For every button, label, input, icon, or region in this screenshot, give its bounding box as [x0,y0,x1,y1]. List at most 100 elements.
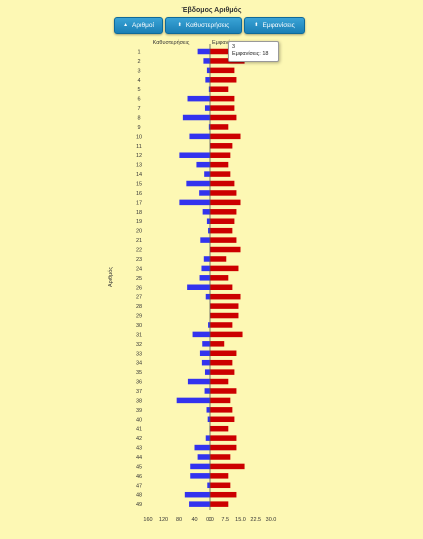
category-label: 10 [136,134,142,140]
appearance-bar [210,256,227,262]
delay-bar [179,152,210,158]
category-label: 16 [136,191,142,197]
category-label: 30 [136,323,142,329]
appearance-bar [210,77,237,83]
sort-by-delays-button[interactable]: ⬍ Καθυστερήσεις [165,17,242,34]
delay-bar [182,114,210,121]
delay-bar [190,463,210,470]
category-label: 26 [136,285,142,291]
category-label: 37 [136,389,142,395]
appearance-bar [210,341,225,347]
delay-bar [187,284,210,290]
category-label: 14 [136,172,142,178]
appearance-bar [210,48,245,55]
left-series-header: Καθυστερήσεις [153,39,190,46]
delay-bar [203,58,210,64]
appearance-bar [210,152,231,158]
sort-icon: ⬍ [254,22,259,28]
appearance-bar [210,425,229,432]
category-label: 36 [136,380,142,386]
delay-bar [187,378,210,385]
appearance-bar [210,501,229,507]
category-label: 33 [136,351,142,357]
appearance-bar [210,463,245,470]
category-label: 12 [136,153,142,159]
category-label: 15 [136,182,142,188]
tooltip-value: Εμφανίσεις: 18 [232,51,269,57]
delay-bar [207,482,210,489]
appearance-bar [210,237,237,243]
delay-bar [197,454,210,460]
delay-bar [207,416,210,423]
delay-bar [206,218,210,224]
delay-bar [204,171,210,177]
sort-by-appearances-label: Εμφανίσεις [262,22,295,30]
appearance-bar [210,491,237,498]
category-label: 42 [136,436,142,442]
category-label: 40 [136,417,142,423]
appearance-bar [210,209,237,215]
left-tick-label: 80 [176,517,182,523]
category-label: 31 [136,332,142,338]
delay-bar [206,407,210,413]
category-label: 35 [136,370,142,376]
category-label: 3 [137,68,140,74]
category-label: 32 [136,342,142,348]
delay-bar [199,275,210,281]
sort-by-delays-label: Καθυστερήσεις [185,22,230,30]
appearance-bar [210,265,239,272]
sort-by-number-button[interactable]: ▲ Αριθμοί [114,17,163,34]
appearance-bar [210,199,241,206]
appearance-bar [210,359,233,366]
appearance-bar [210,180,235,187]
appearance-bar [210,58,245,64]
appearance-bar [210,388,237,394]
category-label: 17 [136,200,142,206]
appearance-bar [210,444,237,451]
delay-bar [186,180,210,187]
appearance-bar [210,161,229,168]
category-label: 18 [136,210,142,216]
appearance-bar [210,86,229,92]
delay-bar [202,341,210,347]
left-tick-label: 0 [208,517,211,523]
category-label: 20 [136,229,142,235]
right-tick-label: 30.0 [266,517,277,523]
category-label: 43 [136,446,142,452]
sort-by-number-label: Αριθμοί [132,22,154,30]
delay-bar [205,435,210,441]
appearance-bar [210,114,237,121]
left-tick-label: 160 [143,517,152,523]
category-label: 29 [136,314,142,320]
tooltip-number: 3 [232,44,236,50]
appearance-bar [210,133,241,140]
appearance-bar [210,124,229,130]
category-label: 25 [136,276,142,282]
delay-bar [189,133,210,140]
delay-bar [204,369,210,375]
sort-icon: ⬍ [177,22,182,28]
delay-bar [184,491,210,498]
delay-bar [176,397,210,404]
right-series-header: Εμφανίσεις [212,40,240,46]
appearance-bar [210,312,239,319]
delay-bar [204,105,210,111]
appearance-bar [210,95,235,102]
appearance-bar [210,218,235,224]
y-axis-label: Αριθμός [107,267,114,287]
appearance-bar [210,293,241,300]
chart-title: Έβδομος Αριθμός [181,7,242,14]
sort-by-appearances-button[interactable]: ⬍ Εμφανίσεις [244,17,305,34]
appearance-bar [210,407,233,413]
category-label: 49 [136,502,142,508]
appearance-bar [210,473,229,479]
delay-bar [205,77,210,83]
left-tick-label: 120 [159,517,168,523]
delay-bar [190,473,210,479]
right-tick-label: 0.0 [206,517,214,523]
appearance-bar [210,303,239,309]
delay-bar [194,444,210,451]
delay-bar [199,350,210,357]
category-label: 39 [136,408,142,414]
category-label: 4 [137,78,140,84]
